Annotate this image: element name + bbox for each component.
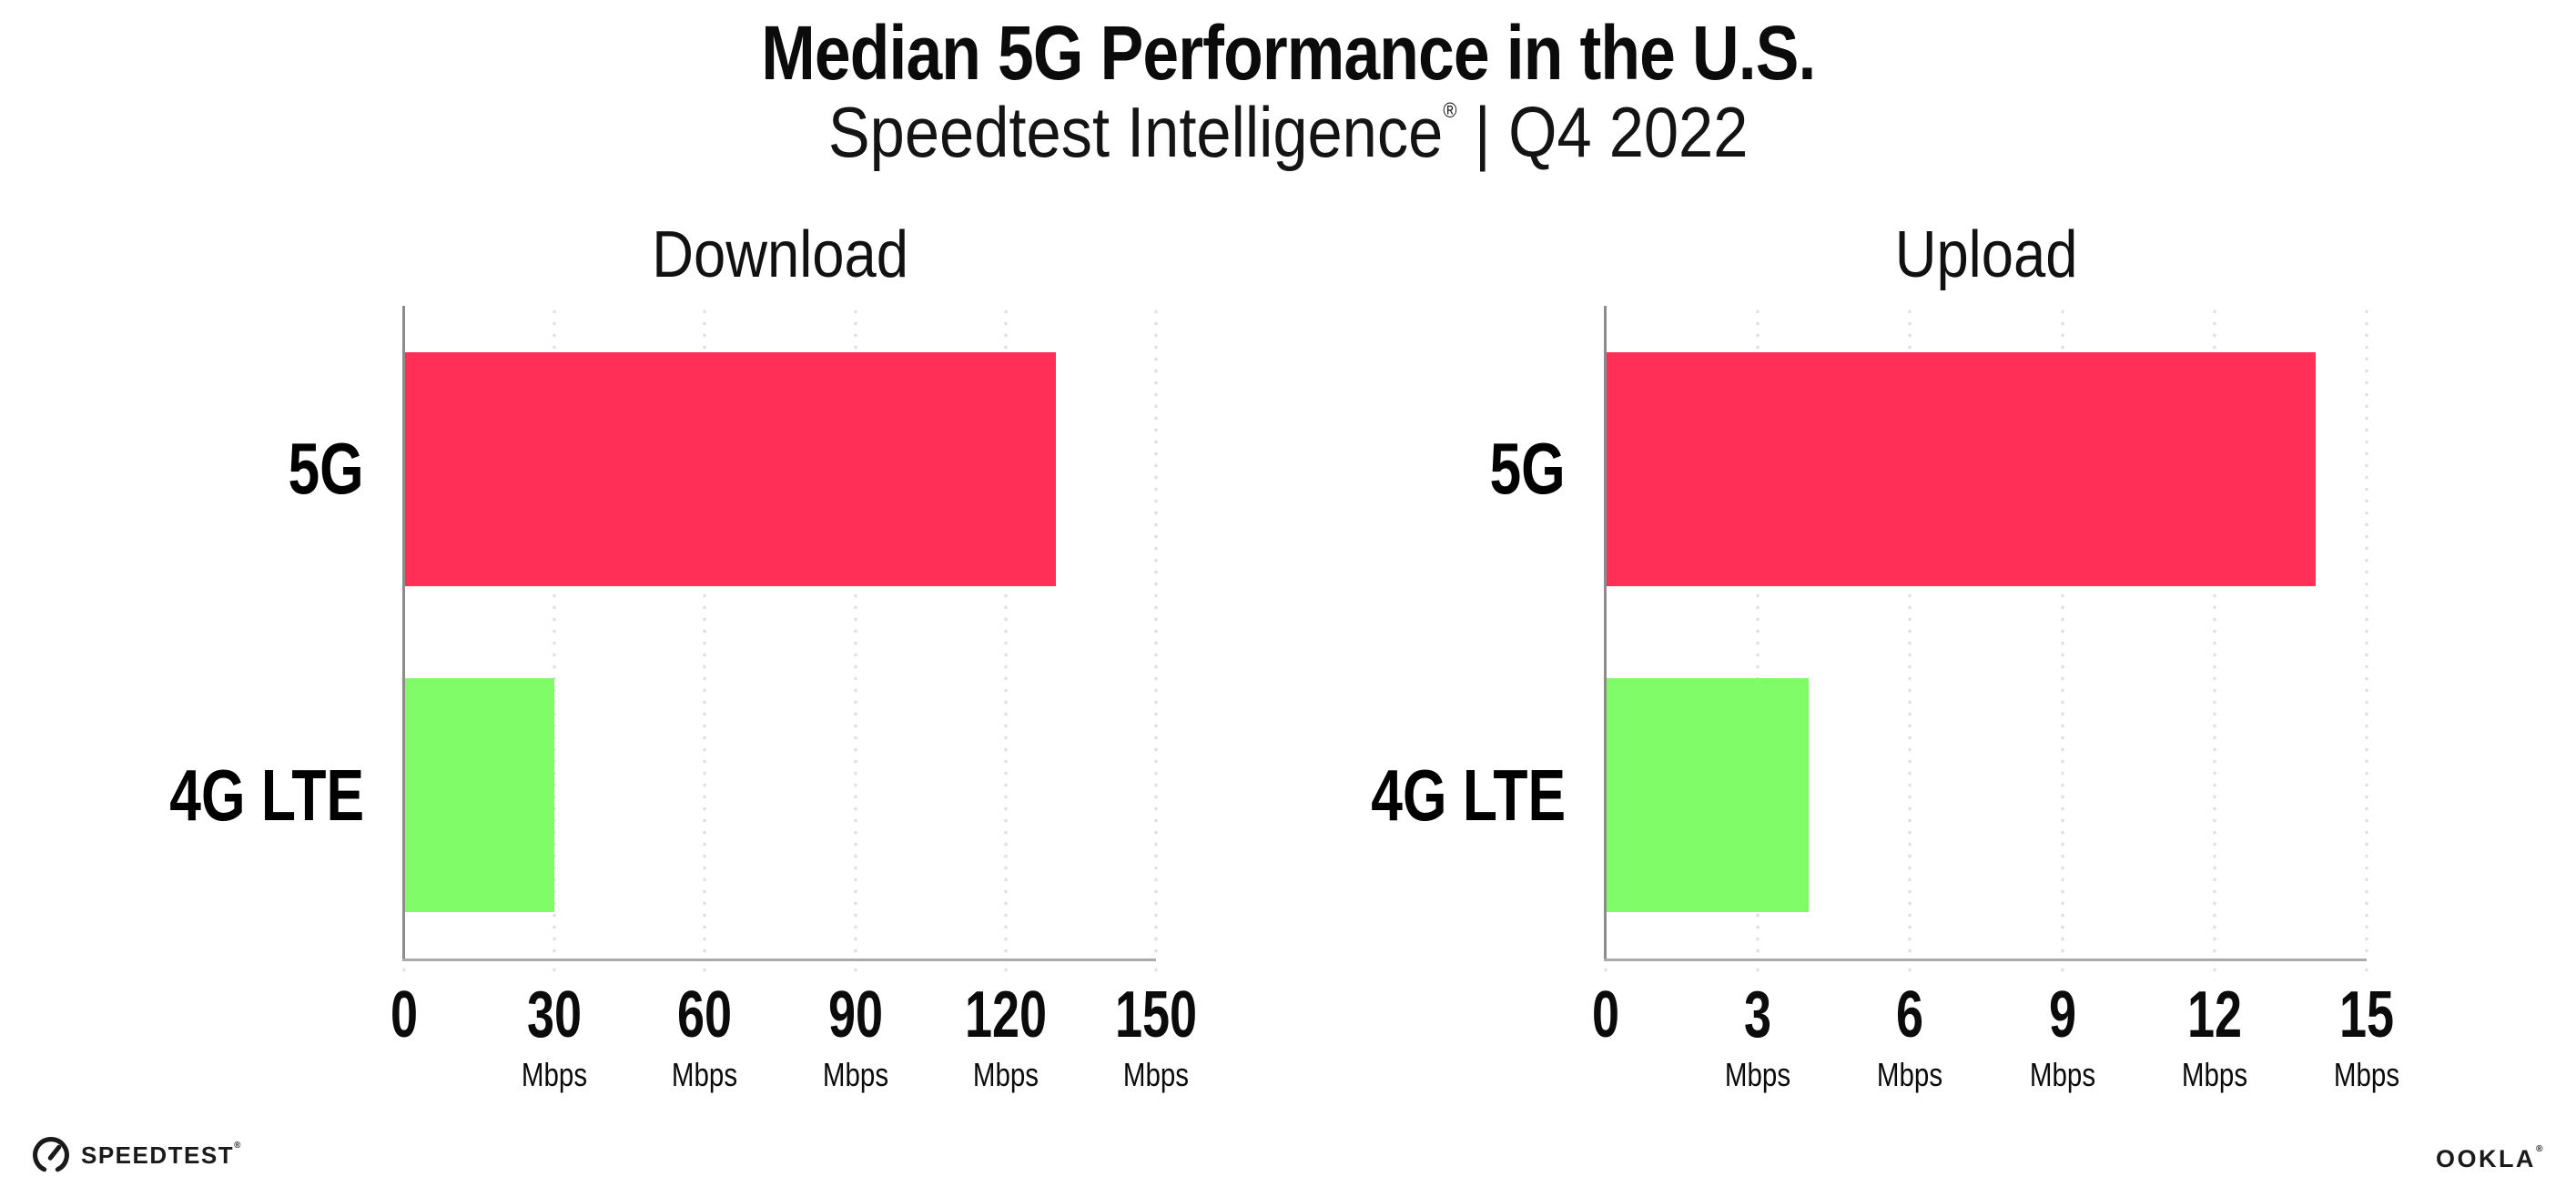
tick-mark-15 [2365, 964, 2368, 980]
x-tick-label-0: 0 [386, 982, 422, 1048]
x-tick-unit: Mbps [822, 1056, 888, 1093]
figure-title-text: Median 5G Performance in the U.S. [760, 10, 1816, 96]
x-tick-label-120: 120 Mbps [951, 982, 1060, 1091]
row-label-5g: 5G [1489, 428, 1566, 510]
row-label-4g-lte: 4G LTE [169, 754, 364, 836]
tick-mark-90 [853, 964, 857, 980]
x-tick-label-9: 9 Mbps [2023, 982, 2103, 1091]
download-plot-area: 5G 4G LTE 0 30 Mbps 60 Mbps 90 Mbps 120 Mbps 150 Mb… [169, 306, 1197, 1091]
registered-mark-icon: ® [1443, 98, 1457, 123]
x-tick-label-30: 30 Mbps [514, 982, 594, 1091]
tick-mark-12 [2212, 964, 2216, 980]
subtitle-divider: | [1474, 92, 1491, 172]
x-tick-value: 12 [2186, 979, 2242, 1051]
ookla-logo: OOKLA® [2435, 1144, 2545, 1172]
upload-chart-title: Upload [1894, 218, 2078, 291]
gridline-120 [1003, 306, 1008, 959]
gridline-90 [853, 306, 857, 959]
subtitle-period: Q4 2022 [1507, 92, 1749, 172]
ookla-wordmark: OOKLA® [2435, 1144, 2545, 1172]
category-band-4g-lte: 4G LTE [1371, 633, 2367, 959]
x-tick-unit: Mbps [522, 1056, 588, 1093]
bar-5g-upload [1606, 351, 2317, 586]
figure-subtitle-text: Speedtest Intelligence® | Q4 2022 [828, 96, 1749, 167]
gridline-12 [2212, 306, 2216, 959]
x-tick-value: 15 [2338, 979, 2395, 1051]
x-tick-label-150: 150 Mbps [1101, 982, 1211, 1091]
x-tick-value: 0 [1591, 979, 1620, 1051]
x-tick-unit: Mbps [2333, 1056, 2400, 1093]
x-tick-label-6: 6 Mbps [1870, 982, 1950, 1091]
x-tick-value: 60 [677, 979, 733, 1051]
x-tick-value: 6 [1896, 979, 1924, 1051]
x-tick-unit: Mbps [1725, 1056, 1791, 1093]
x-tick-value: 120 [964, 979, 1047, 1051]
gridline-9 [2060, 306, 2064, 959]
x-tick-value: 3 [1744, 979, 1772, 1051]
speedtest-logo: SPEEDTEST® [31, 1135, 242, 1175]
tick-mark-0 [402, 964, 406, 980]
download-chart-title: Download [652, 218, 908, 291]
x-tick-value: 0 [390, 979, 419, 1051]
speedtest-gauge-icon [33, 1137, 69, 1172]
x-tick-label-12: 12 Mbps [2175, 982, 2255, 1091]
gridline-6 [1908, 306, 1912, 959]
upload-chart-panel: Upload 5G 4G LTE 0 3 Mbps 6 Mbps 9 Mbps 12 Mbps 15… [1288, 0, 2576, 1197]
category-band-5g: 5G [289, 306, 1156, 633]
x-tick-label-3: 3 Mbps [1718, 982, 1798, 1091]
x-axis-line [1604, 959, 2367, 961]
y-axis-line [402, 306, 405, 960]
x-tick-unit: Mbps [1877, 1056, 1943, 1093]
x-tick-label-60: 60 Mbps [664, 982, 745, 1091]
tick-mark-150 [1154, 964, 1158, 980]
x-tick-unit: Mbps [2181, 1056, 2247, 1093]
subtitle-brand: Speedtest Intelligence [827, 92, 1444, 172]
figure-subtitle: Speedtest Intelligence® | Q4 2022 [0, 96, 2576, 167]
tick-mark-0 [1604, 964, 1607, 980]
y-axis-line [1604, 306, 1607, 960]
registered-mark-icon: ® [234, 1141, 242, 1151]
x-tick-label-0: 0 [1587, 982, 1624, 1048]
x-tick-unit: Mbps [672, 1056, 738, 1093]
tick-mark-30 [553, 964, 557, 980]
figure-title: Median 5G Performance in the U.S. [0, 15, 2576, 91]
x-axis-line [402, 959, 1156, 961]
download-chart-panel: Download 5G 4G LTE 0 30 Mbps 60 Mbps 90 Mbps 120… [169, 218, 1197, 1091]
registered-mark-icon: ® [2535, 1144, 2545, 1154]
category-band-4g-lte: 4G LTE [169, 633, 1156, 959]
upload-plot-area: 5G 4G LTE 0 3 Mbps 6 Mbps 9 Mbps 12 Mbps 15 Mbps [1371, 306, 2399, 1091]
x-tick-label-15: 15 Mbps [2327, 982, 2407, 1091]
bar-5g-download [404, 351, 1056, 586]
gridline-150 [1154, 306, 1158, 959]
tick-mark-9 [2060, 964, 2064, 980]
bar-4g-lte-upload [1606, 678, 1809, 913]
bar-4g-lte-download [404, 678, 555, 913]
tick-mark-120 [1003, 964, 1008, 980]
tick-mark-3 [1756, 964, 1760, 980]
x-tick-unit: Mbps [1122, 1056, 1190, 1093]
category-band-5g: 5G [1490, 306, 2367, 633]
tick-mark-6 [1908, 964, 1912, 980]
row-label-5g: 5G [288, 428, 364, 510]
x-tick-unit: Mbps [972, 1056, 1039, 1093]
gridline-60 [703, 306, 707, 959]
x-tick-value: 90 [827, 979, 883, 1051]
x-tick-unit: Mbps [2029, 1056, 2095, 1093]
x-tick-value: 9 [2048, 979, 2076, 1051]
speedtest-wordmark: SPEEDTEST® [81, 1141, 242, 1169]
gridline-15 [2365, 306, 2368, 959]
x-tick-value: 30 [527, 979, 583, 1051]
gridline-30 [553, 306, 557, 959]
tick-mark-60 [703, 964, 707, 980]
x-tick-label-90: 90 Mbps [816, 982, 896, 1091]
gridline-3 [1756, 306, 1760, 959]
x-tick-value: 150 [1114, 979, 1198, 1051]
row-label-4g-lte: 4G LTE [1371, 754, 1566, 836]
